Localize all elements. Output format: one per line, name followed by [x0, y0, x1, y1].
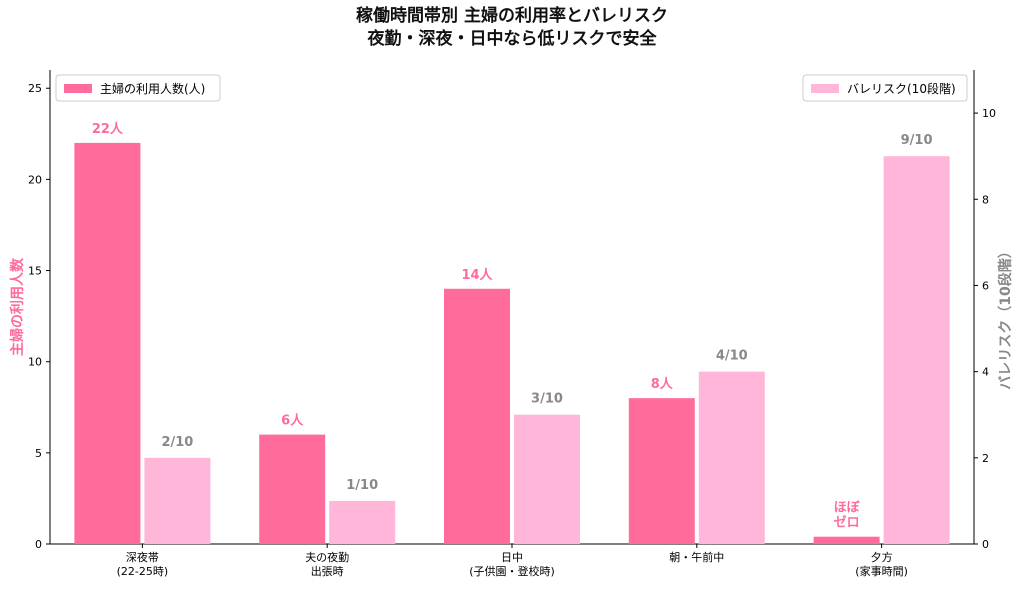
left-axis-tick-label: 15	[28, 265, 42, 278]
right-axis-tick-label: 4	[982, 366, 989, 379]
legend-risk-swatch	[811, 84, 839, 93]
x-axis-tick-label: (家事時間)	[855, 564, 908, 578]
left-axis-tick-label: 20	[28, 173, 42, 186]
left-axis-tick-label: 10	[28, 356, 42, 369]
right-axis-tick-label: 10	[982, 107, 996, 120]
left-axis-title: 主婦の利用人数	[9, 257, 26, 356]
bar-count	[813, 536, 880, 544]
bar-risk	[514, 414, 580, 544]
x-axis-tick-label: (22-25時)	[117, 565, 169, 578]
x-axis-tick-label: 夫の夜勤	[305, 550, 349, 564]
right-axis-tick-label: 0	[982, 538, 989, 551]
x-axis-tick-label: 朝・午前中	[669, 550, 724, 564]
bar-risk	[883, 156, 950, 544]
x-axis-tick-label: 日中	[501, 551, 523, 564]
right-axis-tick-label: 2	[982, 452, 989, 465]
bar-risk	[698, 371, 765, 544]
right-axis-tick-label: 6	[982, 279, 989, 292]
left-axis-tick-label: 25	[28, 82, 42, 95]
bar-count	[444, 288, 510, 544]
data-label-risk: 1/10	[346, 478, 378, 493]
data-label-count: 22人	[92, 121, 124, 137]
legend-count-label: 主婦の利用人数(人)	[100, 81, 205, 96]
chart-title-line1: 稼働時間帯別 主婦の利用率とバレリスク	[356, 6, 668, 26]
data-label-count: ほぼ	[834, 501, 861, 516]
data-label-count: 8人	[651, 376, 674, 392]
data-label-count: 14人	[461, 267, 493, 283]
x-axis-tick-label: (子供園・登校時)	[469, 564, 555, 578]
legend-risk-label: バレリスク(10段階)	[847, 81, 956, 96]
data-label-count: ゼロ	[834, 515, 860, 531]
legend-count-box	[55, 74, 221, 102]
chart-title-line2: 夜勤・深夜・日中なら低リスクで安全	[367, 29, 657, 49]
data-label-risk: 4/10	[716, 349, 748, 364]
x-axis-tick-label: 深夜帯	[126, 550, 159, 564]
left-axis-tick-label: 5	[35, 447, 42, 460]
data-label-risk: 2/10	[161, 435, 193, 450]
right-axis-title: バレリスク（10段階）	[997, 244, 1014, 389]
data-label-risk: 9/10	[901, 133, 933, 148]
data-label-risk: 3/10	[531, 392, 563, 407]
left-axis-tick-label: 0	[35, 538, 42, 551]
x-axis-tick-label: 夕方	[871, 550, 893, 564]
bar-count	[259, 434, 326, 544]
bar-count	[628, 398, 695, 544]
legend-risk-box	[802, 74, 968, 102]
bar-risk	[144, 457, 211, 544]
data-label-count: 6人	[281, 413, 304, 429]
x-axis-tick-label: 出張時	[311, 564, 344, 578]
right-axis-tick-label: 8	[982, 193, 989, 206]
bar-risk	[329, 500, 396, 544]
bar-count	[74, 142, 141, 544]
legend-count-swatch	[64, 84, 92, 93]
